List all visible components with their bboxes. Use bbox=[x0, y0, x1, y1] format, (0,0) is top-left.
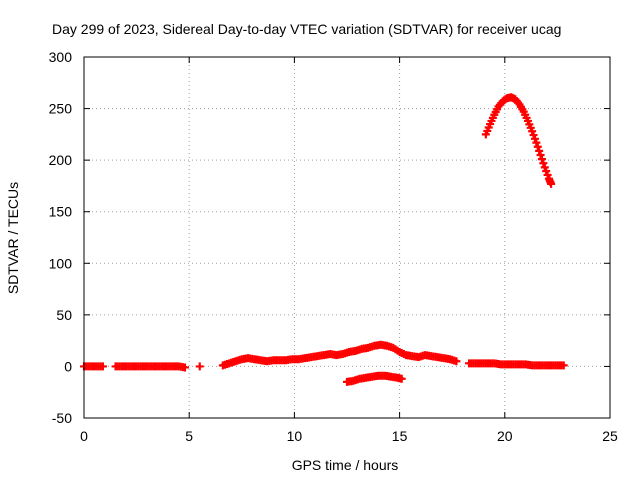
data-point-interp bbox=[543, 170, 552, 179]
data-point bbox=[180, 363, 189, 372]
data-point bbox=[528, 127, 537, 136]
x-tick-label-15: 15 bbox=[392, 428, 408, 444]
data-point bbox=[559, 361, 568, 370]
y-tick-label-200: 200 bbox=[49, 152, 73, 168]
data-point bbox=[98, 362, 107, 371]
chart-title: Day 299 of 2023, Sidereal Day-to-day VTE… bbox=[52, 21, 561, 37]
data-point bbox=[540, 163, 549, 172]
data-point-interp bbox=[535, 146, 544, 155]
y-tick-label-300: 300 bbox=[49, 49, 73, 65]
x-tick-label-5: 5 bbox=[185, 428, 193, 444]
x-tick-label-20: 20 bbox=[497, 428, 513, 444]
series-high-arc bbox=[481, 93, 556, 188]
y-tick-label-150: 150 bbox=[49, 204, 73, 220]
y-tick-label-250: 250 bbox=[49, 101, 73, 117]
y-tick-label--50: -50 bbox=[52, 410, 72, 426]
series-negative-arc bbox=[343, 371, 406, 386]
points-layer bbox=[80, 93, 568, 386]
data-point-interp bbox=[530, 134, 539, 143]
y-tick-label-100: 100 bbox=[49, 255, 73, 271]
tick-layer: 0 5 10 15 20 25 -50 0 50 100 150 200 250 300 bbox=[49, 49, 618, 444]
y-tick-label-50: 50 bbox=[56, 307, 72, 323]
data-point-interp bbox=[533, 142, 542, 151]
data-point bbox=[532, 138, 541, 147]
data-point bbox=[452, 357, 461, 366]
data-point bbox=[397, 374, 406, 383]
data-point-interp bbox=[539, 159, 548, 168]
data-point-interp bbox=[529, 131, 538, 140]
plot-frame bbox=[83, 56, 611, 419]
x-tick-label-10: 10 bbox=[287, 428, 303, 444]
y-axis-title: SDTVAR / TECUs bbox=[5, 182, 21, 294]
x-tick-label-25: 25 bbox=[602, 428, 618, 444]
series-baseline bbox=[80, 340, 568, 372]
data-point bbox=[547, 179, 556, 188]
data-point bbox=[195, 362, 204, 371]
data-point-interp bbox=[537, 155, 546, 164]
x-tick-label-0: 0 bbox=[80, 428, 88, 444]
data-point bbox=[536, 150, 545, 159]
x-axis-title: GPS time / hours bbox=[292, 457, 399, 473]
y-tick-label-0: 0 bbox=[64, 358, 72, 374]
data-point-interp bbox=[542, 167, 551, 176]
